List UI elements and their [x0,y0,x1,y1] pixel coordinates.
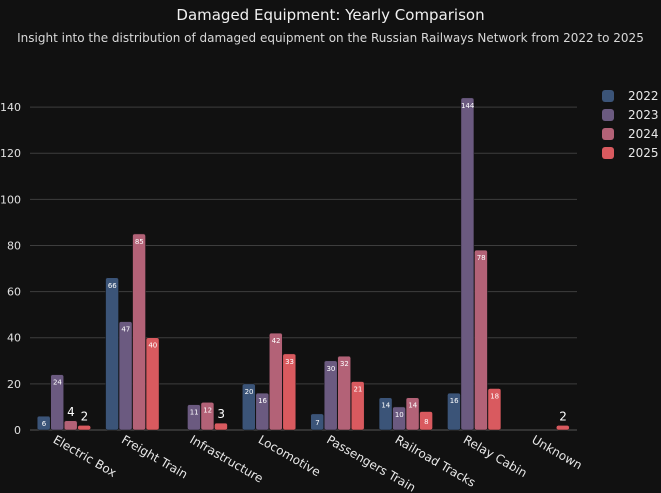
bar-2023-5 [392,406,406,431]
data-label: 21 [353,386,362,394]
data-label: 33 [285,358,294,366]
legend-label: 2025 [628,145,659,160]
data-label: 2 [559,409,567,423]
bar-2025-4 [350,381,365,431]
data-label: 66 [108,282,117,290]
bar-2024-3 [269,332,283,431]
bar-2024-0 [63,420,78,431]
legend-label: 2024 [628,126,659,141]
chart-title: Damaged Equipment: Yearly Comparison [176,6,485,24]
data-label: 24 [53,379,62,387]
bar-2022-4 [310,413,324,431]
data-label: 14 [381,402,390,410]
y-tick-label: 140 [0,101,21,114]
bar-2022-1 [105,277,119,431]
bar-2025-1 [145,337,160,431]
bar-2024-5 [405,397,420,431]
x-tick-label: Locomotive [256,432,323,479]
bar-2022-0 [36,415,51,431]
bar-2025-5 [419,411,433,431]
data-label: 30 [326,365,335,373]
bar-2024-6 [474,249,488,431]
legend-item-2023[interactable]: 2023 [602,105,659,124]
bar-2025-6 [487,388,502,431]
chart-legend[interactable]: 2022 2023 2024 2025 [602,86,659,162]
bar-2023-3 [255,392,270,431]
data-label: 8 [424,418,428,426]
y-tick-label: 100 [0,193,21,206]
bar-2023-0 [50,374,64,431]
data-label: 16 [450,397,459,405]
y-tick-label: 80 [7,239,21,252]
y-tick-label: 20 [7,378,21,391]
data-label: 42 [272,337,281,345]
bar-2024-4 [337,355,351,431]
bar-2023-2 [187,404,201,431]
legend-item-2025[interactable]: 2025 [602,143,659,162]
data-label: 40 [148,342,157,350]
y-tick-label: 40 [7,332,21,345]
data-label: 2 [81,409,89,423]
legend-swatch [602,89,614,102]
legend-label: 2022 [628,88,659,103]
bar-2023-4 [323,360,338,431]
data-label: 7 [315,419,319,427]
data-label: 32 [340,360,349,368]
bar-2025-7 [556,425,570,431]
data-label: 4 [67,405,75,419]
x-tick-label: Infrastructure [187,432,265,485]
bar-2025-0 [77,425,91,431]
legend-label: 2023 [628,107,659,122]
bar-2022-6 [447,392,461,431]
data-label: 10 [395,411,404,419]
bar-2025-2 [214,422,228,431]
legend-swatch [602,127,614,140]
legend-item-2024[interactable]: 2024 [602,124,659,143]
data-label: 18 [490,392,499,400]
data-label: 16 [258,397,267,405]
legend-swatch [602,146,614,159]
data-label: 47 [121,326,130,334]
y-tick-label: 0 [14,424,21,437]
legend-item-2022[interactable]: 2022 [602,86,659,105]
chart-subtitle: Insight into the distribution of damaged… [17,31,644,45]
y-tick-label: 60 [7,286,21,299]
data-label: 144 [461,102,475,110]
bar-2023-1 [118,321,133,431]
data-label: 11 [190,409,199,417]
data-label: 85 [135,238,144,246]
bar-2023-6 [460,97,475,431]
x-tick-label: Unknown [529,432,584,472]
bar-2025-3 [282,353,297,431]
x-tick-label: Electric Box [51,432,119,479]
bar-2024-1 [132,233,146,431]
bar-2022-3 [242,383,256,431]
data-label: 3 [217,407,225,421]
bar-2024-2 [200,402,215,431]
bar-2022-5 [378,397,393,431]
data-label: 78 [477,254,486,262]
data-label: 20 [245,388,254,396]
legend-swatch [602,108,614,121]
x-tick-label: Freight Train [119,432,190,481]
data-label: 14 [408,402,417,410]
data-label: 12 [203,406,212,414]
data-label: 6 [42,420,47,428]
y-tick-label: 120 [0,147,21,160]
